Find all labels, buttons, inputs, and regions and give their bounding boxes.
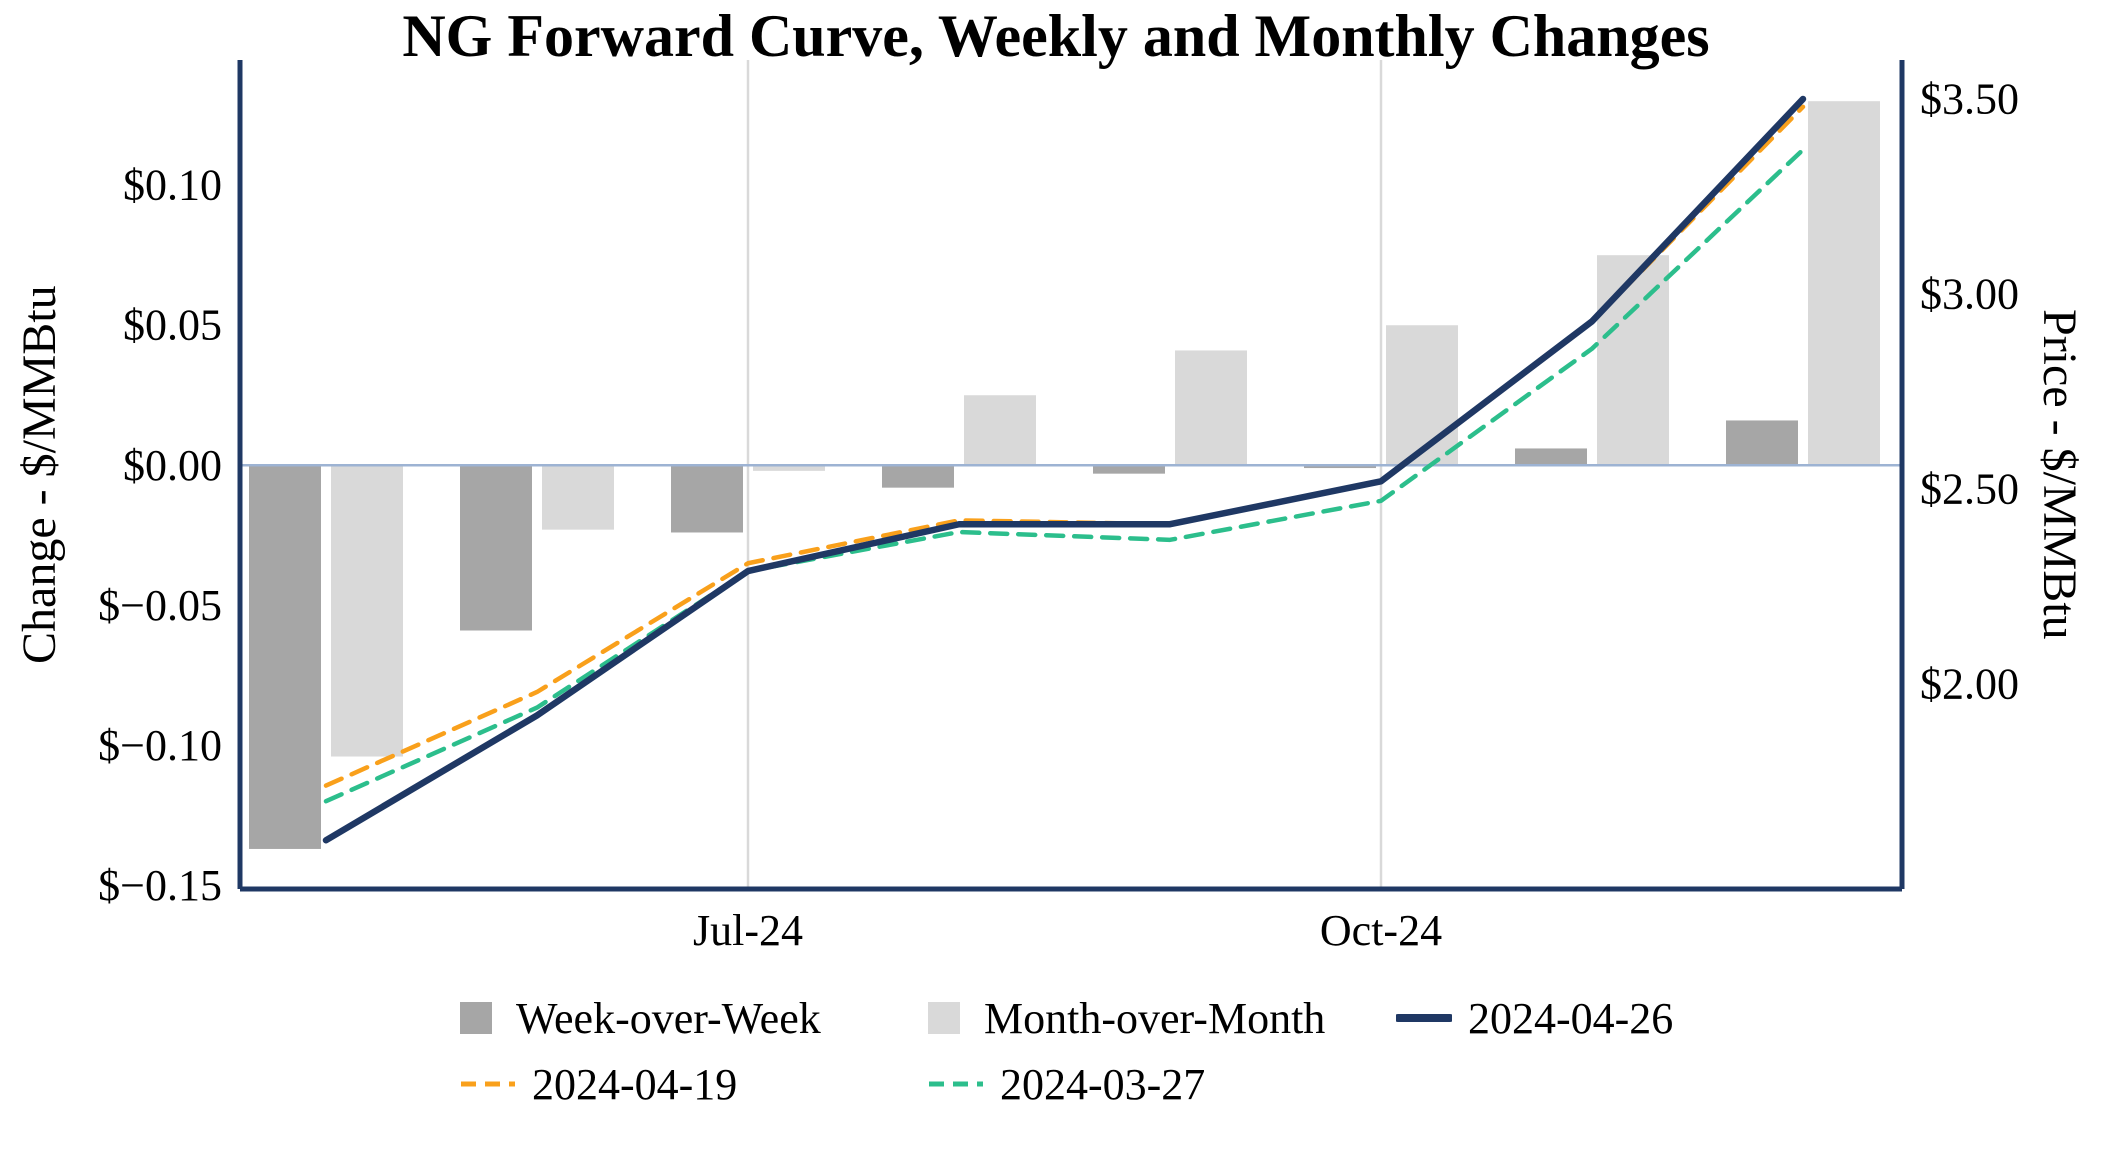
legend-label-month-over-month: Month-over-Month <box>984 993 1326 1043</box>
left-tick-0.1: $0.10 <box>123 161 222 210</box>
right-tick-2.5: $2.50 <box>1920 465 2019 514</box>
left-tick-0.05: $0.05 <box>123 301 222 350</box>
bar-Week-over-Week-Jun-24 <box>460 465 532 631</box>
legend-item-2024-04-26: 2024-04-26 <box>1396 993 1674 1043</box>
legend-label-2024-04-19: 2024-04-19 <box>532 1059 738 1109</box>
bar-Month-over-Month-May-24 <box>331 465 403 757</box>
month-over-month-swatch <box>928 1002 960 1034</box>
bar-Week-over-Week-Jul-24 <box>671 465 743 533</box>
legend-item-month-over-month: Month-over-Month <box>928 993 1326 1043</box>
bar-Month-over-Month-Jul-24 <box>753 465 825 471</box>
left-tick--0.1: $−0.10 <box>98 721 222 770</box>
price-line-2024-04-26 <box>322 95 1807 844</box>
bar-Month-over-Month-Dec-24 <box>1808 101 1880 466</box>
orange-dashed-line-swatch <box>461 1081 515 1087</box>
bar-Month-over-Month-Oct-24 <box>1386 325 1458 466</box>
green-dashed-line-swatch <box>929 1081 983 1087</box>
bar-Week-over-Week-Oct-24 <box>1304 465 1376 469</box>
legend-item-2024-03-27: 2024-03-27 <box>928 1059 1206 1109</box>
right-tick-2: $2.00 <box>1920 660 2019 709</box>
chart-title: NG Forward Curve, Weekly and Monthly Cha… <box>402 3 1710 69</box>
week-over-week-swatch <box>460 1002 492 1034</box>
legend-label-week-over-week: Week-over-Week <box>516 993 821 1043</box>
bar-Week-over-Week-Sep-24 <box>1093 465 1165 474</box>
bar-Month-over-Month-Aug-24 <box>964 395 1036 466</box>
legend-item-week-over-week: Week-over-Week <box>460 993 821 1043</box>
price-line-2024-03-27 <box>323 147 1806 804</box>
right-axis-label: Price - $/MMBtu <box>2033 309 2086 640</box>
price-line-2024-04-19 <box>323 104 1806 788</box>
left-tick--0.15: $−0.15 <box>98 861 222 910</box>
bar-Month-over-Month-Jun-24 <box>542 465 614 530</box>
right-tick-3.5: $3.50 <box>1920 75 2019 124</box>
legend-label-2024-04-26: 2024-04-26 <box>1468 993 1674 1043</box>
bar-Week-over-Week-May-24 <box>249 465 321 849</box>
x-tick-Oct-24: Oct-24 <box>1320 906 1442 955</box>
left-tick-0: $0.00 <box>123 441 222 490</box>
left-tick--0.05: $−0.05 <box>98 581 222 630</box>
bar-Week-over-Week-Nov-24 <box>1515 448 1587 466</box>
legend-label-2024-03-27: 2024-03-27 <box>1000 1059 1206 1109</box>
bar-Week-over-Week-Dec-24 <box>1726 420 1798 466</box>
legend-item-2024-04-19: 2024-04-19 <box>460 1059 738 1109</box>
bar-Month-over-Month-Sep-24 <box>1175 350 1247 466</box>
bar-Week-over-Week-Aug-24 <box>882 465 954 488</box>
right-tick-3: $3.00 <box>1920 270 2019 319</box>
x-tick-Jul-24: Jul-24 <box>693 906 803 955</box>
solid-line-swatch <box>1396 1014 1452 1022</box>
